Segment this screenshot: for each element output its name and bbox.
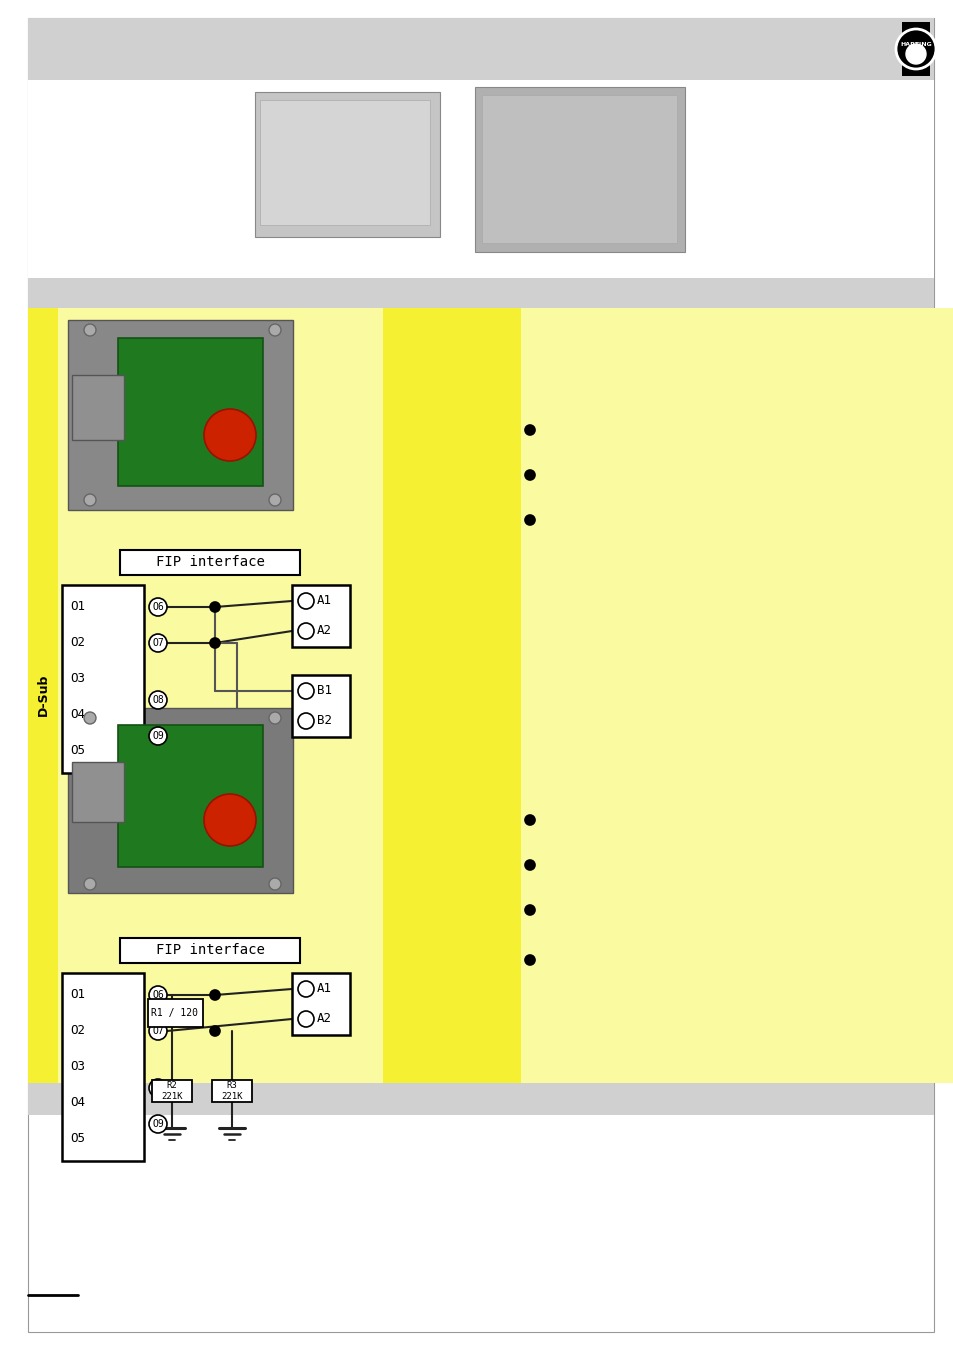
Bar <box>520 308 953 695</box>
Text: O1: O1 <box>70 988 85 1002</box>
Text: O6: O6 <box>152 990 164 1000</box>
Bar <box>120 549 299 575</box>
Text: O6: O6 <box>152 602 164 612</box>
Bar <box>118 338 263 486</box>
Text: HARTING: HARTING <box>900 42 931 47</box>
Text: O8: O8 <box>152 1083 164 1094</box>
Circle shape <box>210 990 220 1000</box>
Text: O7: O7 <box>152 639 164 648</box>
Circle shape <box>149 1115 167 1133</box>
Bar <box>68 320 293 510</box>
Text: A2: A2 <box>316 1012 332 1026</box>
Text: FIP interface: FIP interface <box>155 944 264 957</box>
Text: R3
221K: R3 221K <box>221 1081 242 1100</box>
Bar <box>28 308 58 1083</box>
Bar <box>260 100 430 225</box>
Circle shape <box>524 815 535 825</box>
Bar <box>292 973 350 1035</box>
Bar <box>254 92 439 238</box>
Bar <box>120 938 299 963</box>
Text: O4: O4 <box>70 709 85 721</box>
Circle shape <box>524 954 535 965</box>
Circle shape <box>84 711 96 724</box>
Circle shape <box>149 691 167 709</box>
Circle shape <box>269 711 281 724</box>
Text: A1: A1 <box>316 983 332 995</box>
Bar <box>292 585 350 647</box>
Circle shape <box>84 878 96 890</box>
Circle shape <box>149 1022 167 1040</box>
Text: A1: A1 <box>316 594 332 608</box>
Circle shape <box>269 324 281 336</box>
Bar <box>520 695 953 1083</box>
Circle shape <box>204 409 255 460</box>
Circle shape <box>297 713 314 729</box>
Text: B2: B2 <box>316 714 332 728</box>
Bar <box>58 695 382 1083</box>
Bar <box>71 375 124 440</box>
Circle shape <box>297 622 314 639</box>
Text: B1: B1 <box>316 684 332 698</box>
Bar <box>292 675 350 737</box>
Bar <box>481 95 677 243</box>
Circle shape <box>204 794 255 846</box>
Bar <box>58 308 382 695</box>
Text: O4: O4 <box>70 1096 85 1110</box>
Circle shape <box>269 878 281 890</box>
Text: A2: A2 <box>316 625 332 637</box>
Bar <box>148 999 203 1027</box>
Text: O2: O2 <box>70 1025 85 1038</box>
Circle shape <box>210 639 220 648</box>
Text: O5: O5 <box>70 1133 85 1146</box>
Circle shape <box>269 494 281 506</box>
Circle shape <box>210 1026 220 1035</box>
Text: O3: O3 <box>70 672 85 686</box>
Circle shape <box>297 683 314 699</box>
Circle shape <box>149 1079 167 1098</box>
Text: O8: O8 <box>152 695 164 705</box>
Circle shape <box>149 598 167 616</box>
Circle shape <box>297 1011 314 1027</box>
Bar <box>28 80 933 278</box>
Circle shape <box>149 728 167 745</box>
Circle shape <box>210 602 220 612</box>
Text: O9: O9 <box>152 730 164 741</box>
Text: R1 / 120: R1 / 120 <box>152 1008 198 1018</box>
Circle shape <box>149 986 167 1004</box>
Bar <box>152 1080 192 1102</box>
Bar <box>118 725 263 867</box>
Text: O9: O9 <box>152 1119 164 1129</box>
Text: O1: O1 <box>70 601 85 613</box>
Text: O7: O7 <box>152 1026 164 1035</box>
Bar <box>28 18 933 80</box>
Text: O3: O3 <box>70 1061 85 1073</box>
Circle shape <box>84 324 96 336</box>
Circle shape <box>524 425 535 435</box>
Circle shape <box>524 904 535 915</box>
Circle shape <box>524 860 535 869</box>
Circle shape <box>149 634 167 652</box>
Text: O2: O2 <box>70 636 85 649</box>
Circle shape <box>895 28 935 69</box>
Circle shape <box>84 494 96 506</box>
Bar <box>475 86 684 252</box>
Bar <box>212 1080 252 1102</box>
Circle shape <box>297 981 314 998</box>
Circle shape <box>524 514 535 525</box>
Text: D-Sub: D-Sub <box>36 674 50 717</box>
Text: R2
221K: R2 221K <box>161 1081 183 1100</box>
Bar <box>28 1083 933 1115</box>
Circle shape <box>297 593 314 609</box>
Bar <box>62 585 144 774</box>
Circle shape <box>905 45 925 63</box>
Bar <box>382 308 520 1083</box>
Bar <box>901 22 929 76</box>
Circle shape <box>524 470 535 481</box>
Bar <box>71 761 124 822</box>
Text: O5: O5 <box>70 744 85 757</box>
Bar <box>62 973 144 1161</box>
Bar <box>28 278 933 310</box>
Bar <box>68 707 293 892</box>
Text: FIP interface: FIP interface <box>155 555 264 570</box>
